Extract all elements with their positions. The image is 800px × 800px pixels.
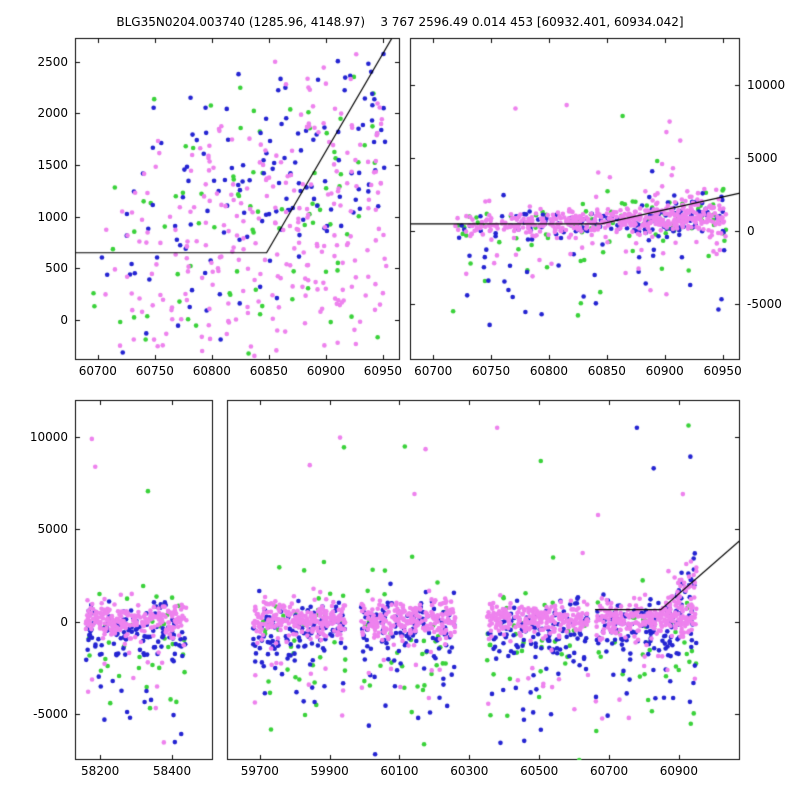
top-right-y-tick-label: -5000 [747, 296, 782, 311]
top-right-y-tick-label: 10000 [747, 78, 786, 92]
top-right-x-tick-label: 60950 [703, 364, 742, 378]
top-right-x-tick-label: 60900 [645, 364, 684, 378]
top-left-y-tick-label: 1500 [37, 158, 68, 173]
top-right-x-tick-label: 60850 [587, 364, 626, 378]
bottom-x-tick-label: 60300 [450, 764, 489, 778]
top-left-x-tick-label: 60850 [249, 364, 288, 378]
bottom-x-tick-label: 60100 [380, 764, 419, 778]
bottom-x-tick-label: 60700 [589, 764, 629, 778]
bottom-y-tick-label: 10000 [29, 429, 68, 444]
top-right-y-tick-label: 0 [747, 223, 755, 238]
bottom-y-tick-label: -5000 [33, 707, 68, 721]
figure-title: BLG35N0204.003740 (1285.96, 4148.97) 3 7… [116, 15, 684, 29]
top-right-x-tick-label: 60750 [471, 364, 511, 378]
top-left-x-tick-label: 60800 [192, 364, 231, 378]
top-left-x-tick-label: 60900 [306, 364, 345, 378]
top-left-y-tick-label: 1000 [37, 209, 68, 224]
bottom-x-tick-label: 58400 [152, 764, 192, 778]
bottom-x-tick-label: 58200 [81, 764, 120, 778]
bottom-x-tick-label: 59900 [310, 764, 349, 778]
bottom-y-tick-label: 5000 [37, 522, 68, 537]
top-right-x-tick-label: 60800 [529, 364, 569, 378]
bottom-x-tick-label: 60900 [659, 764, 698, 778]
top-left-y-tick-label: 2500 [37, 54, 68, 69]
top-right-x-tick-label: 60700 [414, 364, 453, 378]
top-right-y-tick-label: 5000 [747, 150, 778, 165]
bottom-x-tick-label: 59700 [240, 764, 279, 778]
bottom-y-tick-label: 0 [60, 614, 68, 629]
top-left-y-tick-label: 500 [45, 261, 68, 276]
top-left-x-tick-label: 60700 [78, 364, 117, 378]
top-left-x-tick-label: 60950 [363, 364, 402, 378]
top-left-x-tick-label: 60750 [135, 364, 174, 378]
top-left-y-tick-label: 0 [60, 312, 68, 327]
bottom-x-tick-label: 60500 [520, 764, 559, 778]
top-left-y-tick-label: 2000 [37, 106, 68, 121]
